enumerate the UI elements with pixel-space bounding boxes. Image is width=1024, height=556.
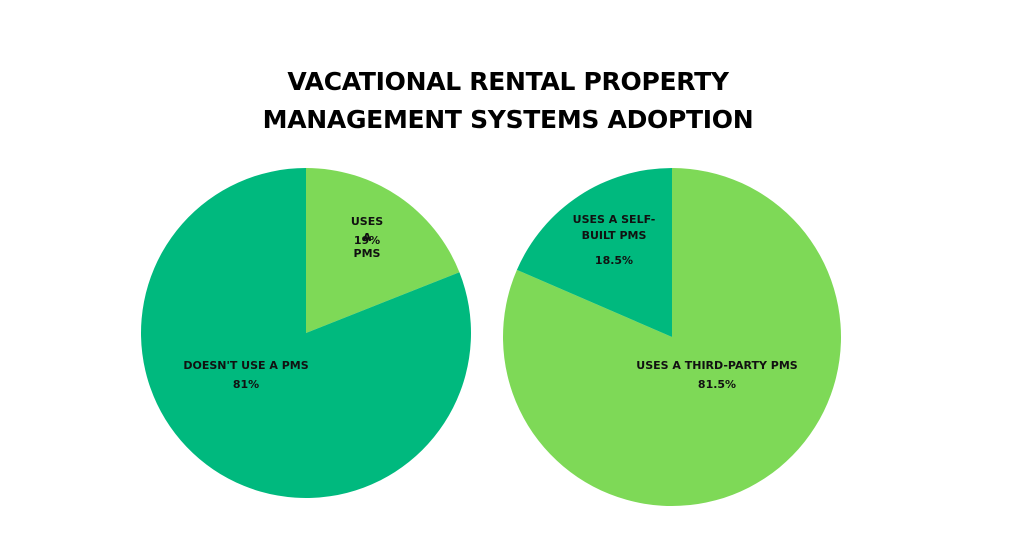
slice-label: USES A PMS bbox=[350, 215, 384, 260]
slice-label: USES A SELF-BUILT PMS bbox=[572, 213, 656, 242]
value-label: 18.5% bbox=[594, 254, 634, 267]
pie-slice bbox=[140, 168, 471, 498]
value-label: 81.5% bbox=[697, 378, 737, 391]
chart-title: VACATIONAL RENTAL PROPERTY MANAGEMENT SY… bbox=[262, 67, 754, 134]
slice-label: USES A THIRD-PARTY PMS bbox=[636, 359, 798, 372]
value-label: 19% bbox=[353, 234, 381, 247]
pie-slice bbox=[306, 168, 460, 333]
pie-slice bbox=[516, 168, 672, 337]
slice-label: DOESN'T USE A PMS bbox=[183, 359, 309, 372]
value-label: 81% bbox=[232, 378, 260, 391]
